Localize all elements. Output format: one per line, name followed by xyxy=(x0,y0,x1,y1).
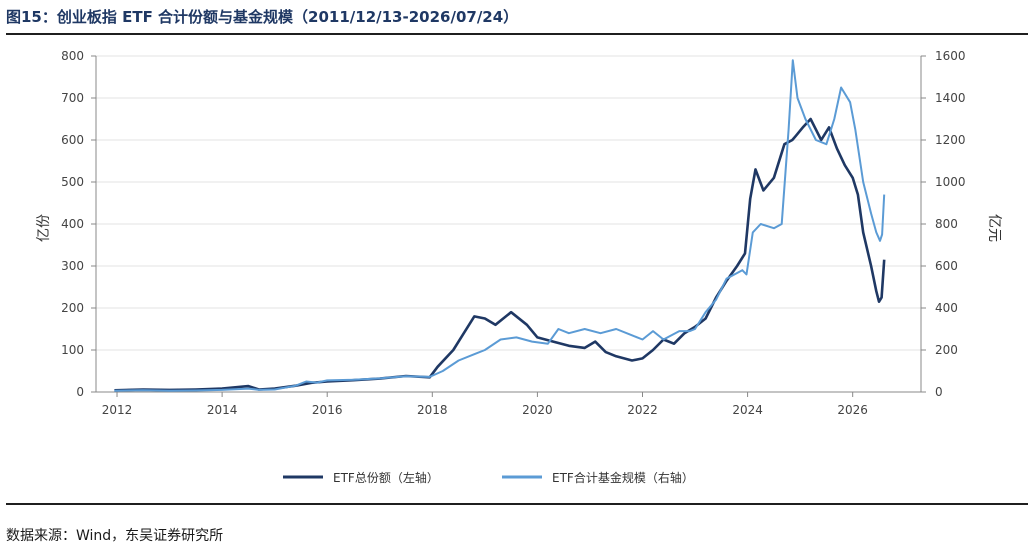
legend-label: ETF合计基金规模（右轴） xyxy=(552,470,694,485)
left-tick-label: 800 xyxy=(61,49,84,63)
right-tick-label: 1600 xyxy=(935,49,966,63)
right-tick-label: 0 xyxy=(935,385,943,399)
left-tick-label: 200 xyxy=(61,301,84,315)
right-tick-label: 1000 xyxy=(935,175,966,189)
x-tick-label: 2014 xyxy=(207,403,238,417)
x-tick-label: 2016 xyxy=(312,403,343,417)
top-divider xyxy=(6,33,1028,35)
right-tick-label: 200 xyxy=(935,343,958,357)
right-axis-title: 亿元 xyxy=(986,214,1002,242)
right-tick-label: 600 xyxy=(935,259,958,273)
x-tick-label: 2026 xyxy=(837,403,868,417)
legend: ETF总份额（左轴） ETF合计基金规模（右轴） xyxy=(283,470,694,485)
right-tick-label: 1200 xyxy=(935,133,966,147)
left-tick-label: 700 xyxy=(61,91,84,105)
left-tick-label: 400 xyxy=(61,217,84,231)
x-tick-label: 2020 xyxy=(522,403,553,417)
left-tick-label: 300 xyxy=(61,259,84,273)
x-tick-label: 2018 xyxy=(417,403,448,417)
left-tick-label: 500 xyxy=(61,175,84,189)
left-tick-label: 100 xyxy=(61,343,84,357)
legend-label: ETF总份额（左轴） xyxy=(333,470,439,485)
left-axis-title: 亿份 xyxy=(36,214,52,242)
right-tick-label: 400 xyxy=(935,301,958,315)
left-tick-label: 0 xyxy=(76,385,84,399)
x-tick-label: 2024 xyxy=(732,403,763,417)
x-tick-label: 2012 xyxy=(102,403,133,417)
gridlines xyxy=(96,55,921,393)
right-tick-label: 1400 xyxy=(935,91,966,105)
x-axis-ticks: 2012 2014 2016 2018 2020 2022 2024 2026 xyxy=(102,392,868,417)
line-chart: 0 100 200 300 400 500 600 700 800 0 200 400 600 800 1… xyxy=(36,49,1002,485)
right-axis-ticks: 0 200 400 600 800 1000 1200 1400 1600 xyxy=(921,49,966,399)
right-tick-label: 800 xyxy=(935,217,958,231)
x-tick-label: 2022 xyxy=(627,403,658,417)
source-note: 数据来源：Wind，东吴证券研究所 xyxy=(6,528,224,544)
figure-title: 图15：创业板指 ETF 合计份额与基金规模（2011/12/13-2026/0… xyxy=(6,8,519,26)
series-line-right xyxy=(114,59,886,392)
bottom-divider xyxy=(6,503,1028,505)
series-lines xyxy=(114,59,886,392)
left-axis-ticks: 0 100 200 300 400 500 600 700 800 xyxy=(61,49,96,399)
left-tick-label: 600 xyxy=(61,133,84,147)
